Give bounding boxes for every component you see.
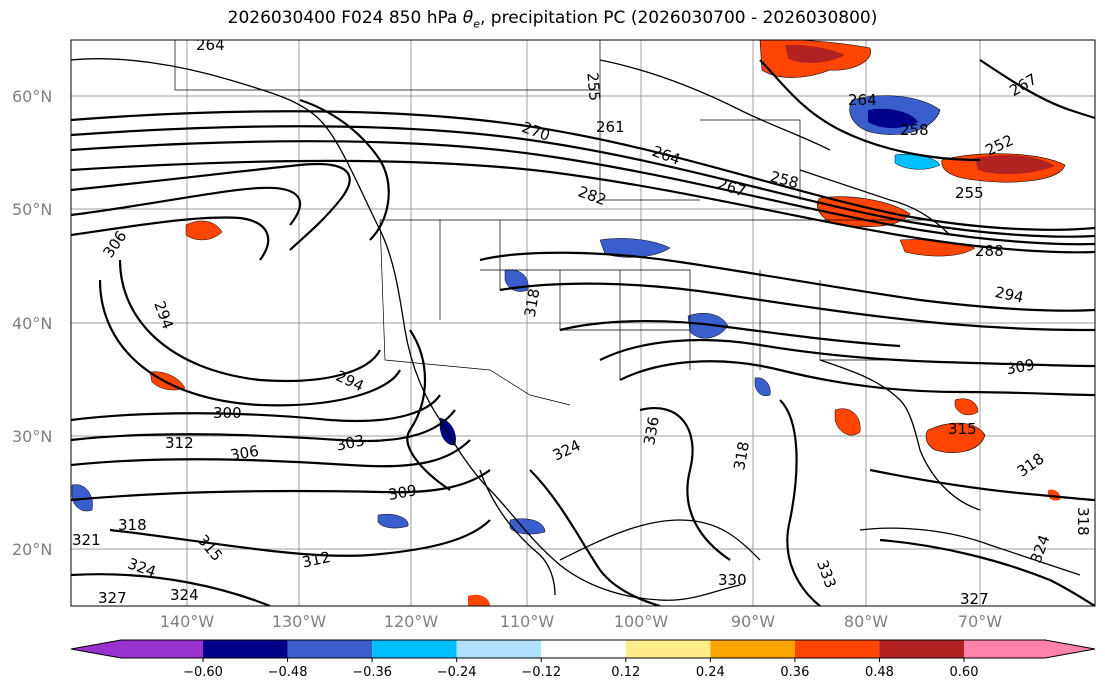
colorbar-tick-label: 0.24 — [696, 665, 725, 680]
precip-patch-positive — [954, 398, 979, 416]
precip-patch-strong — [975, 155, 1055, 175]
title-level: 850 hPa — [388, 8, 458, 28]
contour-label: 315 — [948, 420, 977, 438]
title-field: precipitation PC — [490, 8, 626, 28]
colorbar-tick-label: −0.12 — [521, 665, 561, 680]
longitude-axis: 140°W 130°W 120°W 110°W 100°W 90°W 80°W … — [160, 612, 1002, 631]
lon-tick-label: 80°W — [844, 612, 888, 631]
contour-label: 330 — [718, 571, 747, 589]
lon-tick-label: 110°W — [500, 612, 555, 631]
colorbar-tick-label: 0.12 — [611, 665, 640, 680]
contour-label: 327 — [960, 590, 989, 608]
contour-label: 324 — [170, 586, 199, 604]
lat-tick-label: 60°N — [12, 87, 52, 106]
colorbar-tick-label: −0.60 — [183, 665, 223, 680]
colorbar-swatch — [287, 640, 373, 658]
theta-e-contours — [71, 59, 1095, 606]
map-frame — [70, 39, 1096, 607]
precip-patch-positive — [185, 220, 223, 241]
contour-label: 318 — [730, 440, 753, 471]
colorbar-tick-label: −0.24 — [437, 665, 477, 680]
title-variable: θe, — [462, 8, 486, 31]
lat-tick-label: 30°N — [12, 427, 52, 446]
contour-label: 312 — [165, 434, 194, 452]
contour-label: 264 — [848, 91, 877, 109]
colorbar-swatch — [71, 640, 203, 658]
latitude-axis: 20°N 30°N 40°N 50°N 60°N — [12, 87, 52, 559]
title-period: (2026030700 - 2026030800) — [630, 8, 878, 28]
precip-patch-strong — [785, 44, 845, 64]
lon-tick-label: 130°W — [272, 612, 327, 631]
colorbar-tick-label: −0.48 — [268, 665, 308, 680]
colorbar-swatch — [203, 640, 288, 658]
colorbar-tick-label: 0.48 — [865, 665, 894, 680]
precip-patch-negative — [599, 238, 671, 258]
lon-tick-label: 140°W — [160, 612, 215, 631]
contour-labels: 264 255 261 270 264 267 258 264 258 252 … — [72, 36, 1092, 608]
coastlines — [71, 58, 1081, 601]
contour-label: 321 — [72, 531, 101, 549]
precip-patch-negative — [754, 377, 771, 396]
colorbar-swatch — [541, 640, 626, 658]
lat-tick-label: 50°N — [12, 200, 52, 219]
contour-label: 306 — [229, 442, 260, 465]
colorbar-swatch — [710, 640, 795, 658]
lon-tick-label: 90°W — [731, 612, 775, 631]
lon-tick-label: 120°W — [384, 612, 439, 631]
contour-label: 318 — [521, 287, 544, 318]
contour-label: 309 — [1005, 356, 1036, 379]
contour-label: 318 — [1074, 507, 1092, 536]
precip-patch-positive — [925, 422, 986, 453]
contour-label: 336 — [640, 415, 663, 446]
lon-tick-label: 70°W — [958, 612, 1002, 631]
contour-label: 255 — [583, 72, 603, 102]
chart-title: 2026030400 F024 850 hPa θe, precipitatio… — [0, 8, 1105, 30]
colorbar-tick-label: −0.36 — [352, 665, 392, 680]
contour-label: 288 — [975, 242, 1004, 260]
colorbar: −0.60 −0.48 −0.36 −0.24 −0.12 0.12 0.24 0.36 0.4… — [70, 639, 1096, 680]
lat-tick-label: 40°N — [12, 314, 52, 333]
precip-patch-negative — [377, 514, 409, 529]
precip-patch-positive — [149, 371, 186, 391]
colorbar-outline — [70, 639, 1096, 659]
contour-label: 318 — [118, 516, 147, 534]
contour-label: 303 — [334, 431, 366, 455]
contour-label: 258 — [900, 121, 929, 139]
colorbar-swatch — [456, 640, 542, 658]
colorbar-swatch — [879, 640, 964, 658]
contour-label: 300 — [213, 404, 242, 422]
contour-label: 327 — [98, 589, 127, 607]
contour-label: 255 — [955, 184, 984, 202]
title-bar: 2026030400 F024 850 hPa θe, precipitatio… — [0, 0, 1105, 36]
political-borders — [174, 40, 930, 406]
precip-patch-strong-negative — [868, 108, 918, 128]
colorbar-tick-label: 0.60 — [950, 665, 979, 680]
colorbar-swatch — [794, 640, 880, 658]
precip-patch-positive — [834, 408, 861, 436]
precip-patch-positive — [468, 594, 490, 606]
contour-label: 309 — [387, 481, 418, 504]
colorbar-swatch — [372, 640, 457, 658]
contour-label: 294 — [993, 283, 1025, 307]
title-forecast: F024 — [341, 8, 384, 28]
contour-label: 264 — [196, 36, 225, 54]
lat-tick-label: 20°N — [12, 540, 52, 559]
contour-label: 261 — [596, 118, 625, 136]
colorbar-swatch — [625, 640, 711, 658]
lon-tick-label: 100°W — [614, 612, 669, 631]
title-run: 2026030400 — [227, 8, 336, 28]
colorbar-swatch — [964, 640, 1095, 658]
colorbar-tick-label: 0.36 — [780, 665, 809, 680]
contour-label: 312 — [300, 548, 332, 572]
